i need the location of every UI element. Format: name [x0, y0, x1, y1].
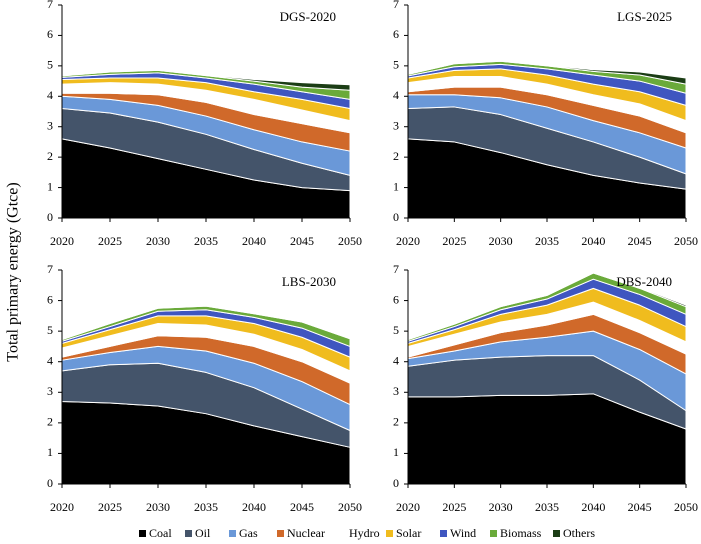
y-tick-label: 7: [47, 0, 53, 11]
y-tick-label: 5: [47, 323, 53, 337]
x-tick-label: 2030: [146, 500, 170, 514]
y-tick-label: 6: [393, 292, 399, 306]
x-tick-label: 2030: [489, 500, 513, 514]
y-tick-label: 6: [47, 27, 53, 41]
x-tick-label: 2020: [50, 500, 74, 514]
y-tick-label: 2: [47, 415, 53, 429]
x-tick-label: 2040: [242, 234, 266, 248]
x-tick-label: 2050: [338, 234, 362, 248]
legend-swatch: [440, 530, 447, 537]
y-tick-label: 1: [393, 179, 399, 193]
legend-swatch: [277, 530, 284, 537]
legend-label: Nuclear: [287, 526, 325, 540]
x-tick-label: 2035: [535, 500, 559, 514]
y-tick-label: 5: [393, 58, 399, 72]
area-layer: [61, 304, 351, 341]
legend-swatch: [386, 530, 393, 537]
y-tick-label: 0: [393, 476, 399, 490]
legend-label: Biomass: [500, 526, 542, 540]
x-tick-label: 2025: [98, 500, 122, 514]
legend-label: Oil: [195, 526, 211, 540]
y-tick-label: 7: [393, 0, 399, 11]
y-tick-label: 1: [47, 445, 53, 459]
panel-title: LBS-2030: [282, 274, 336, 289]
legend-label: Gas: [239, 526, 258, 540]
panel-title: LGS-2025: [617, 9, 672, 24]
x-tick-label: 2040: [581, 234, 605, 248]
x-tick-label: 2040: [242, 500, 266, 514]
x-tick-label: 2025: [442, 234, 466, 248]
x-tick-label: 2045: [290, 234, 314, 248]
y-tick-label: 4: [393, 353, 399, 367]
legend-swatch: [229, 530, 236, 537]
y-tick-label: 7: [393, 262, 399, 276]
x-tick-label: 2030: [146, 234, 170, 248]
x-tick-label: 2025: [98, 234, 122, 248]
x-tick-label: 2020: [396, 500, 420, 514]
x-tick-label: 2035: [194, 500, 218, 514]
x-tick-label: 2050: [674, 234, 698, 248]
y-tick-label: 2: [393, 149, 399, 163]
y-tick-label: 6: [47, 292, 53, 306]
y-axis-label: Total primary energy (Gtce): [5, 182, 22, 361]
y-tick-label: 2: [393, 415, 399, 429]
y-tick-label: 3: [47, 384, 53, 398]
y-tick-label: 4: [393, 88, 399, 102]
x-tick-label: 2035: [194, 234, 218, 248]
panel-title: DBS-2040: [616, 274, 672, 289]
y-tick-label: 5: [47, 58, 53, 72]
area-layer: [407, 271, 687, 341]
x-tick-label: 2050: [674, 500, 698, 514]
y-tick-label: 1: [393, 445, 399, 459]
y-tick-label: 3: [393, 118, 399, 132]
y-tick-label: 4: [47, 88, 53, 102]
x-tick-label: 2050: [338, 500, 362, 514]
legend-label: Coal: [149, 526, 172, 540]
y-tick-label: 5: [393, 323, 399, 337]
area-layer: [61, 69, 351, 91]
y-tick-label: 2: [47, 149, 53, 163]
x-tick-label: 2045: [290, 500, 314, 514]
y-tick-label: 1: [47, 179, 53, 193]
legend-swatch: [490, 530, 497, 537]
legend-label: Hydro: [349, 526, 380, 540]
legend-swatch: [553, 530, 560, 537]
x-tick-label: 2035: [535, 234, 559, 248]
legend-label: Others: [563, 526, 595, 540]
y-tick-label: 7: [47, 262, 53, 276]
x-tick-label: 2030: [489, 234, 513, 248]
y-tick-label: 6: [393, 27, 399, 41]
x-tick-label: 2020: [50, 234, 74, 248]
y-tick-label: 3: [47, 118, 53, 132]
legend-swatch: [339, 530, 346, 537]
legend-label: Solar: [396, 526, 421, 540]
x-tick-label: 2045: [628, 500, 652, 514]
x-tick-label: 2025: [442, 500, 466, 514]
panel-title: DGS-2020: [280, 9, 336, 24]
x-tick-label: 2045: [628, 234, 652, 248]
x-tick-label: 2020: [396, 234, 420, 248]
area-layer: [407, 60, 687, 85]
legend-swatch: [139, 530, 146, 537]
y-tick-label: 0: [47, 210, 53, 224]
y-tick-label: 4: [47, 353, 53, 367]
legend-label: Wind: [450, 526, 476, 540]
y-tick-label: 3: [393, 384, 399, 398]
y-tick-label: 0: [47, 476, 53, 490]
x-tick-label: 2040: [581, 500, 605, 514]
legend-swatch: [185, 530, 192, 537]
y-tick-label: 0: [393, 210, 399, 224]
